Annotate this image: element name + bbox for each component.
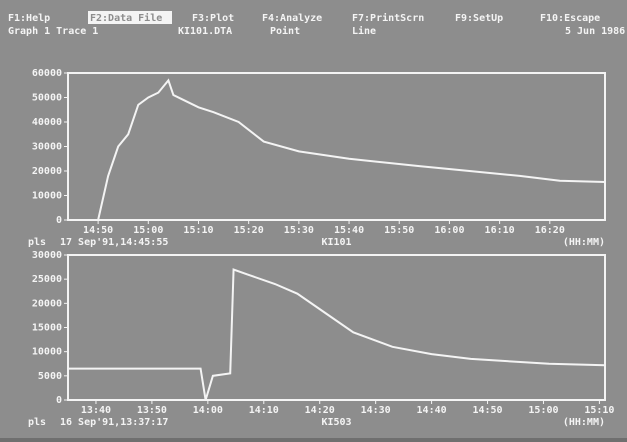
y-tick-label: 30000 — [32, 142, 62, 153]
y-tick-label: 25000 — [32, 274, 62, 285]
status-item: Graph 1 Trace 1 — [8, 26, 98, 37]
x-unit: (HH:MM) — [563, 417, 605, 428]
x-tick-label: 15:30 — [284, 225, 314, 236]
trace-line — [68, 80, 605, 220]
timestamp: 16 Sep'91,13:37:17 — [60, 417, 168, 428]
trace-line — [68, 270, 605, 401]
status-item: 5 Jun 1986 — [565, 26, 625, 37]
x-tick-label: 14:50 — [472, 405, 502, 416]
y-tick-label: 15000 — [32, 323, 62, 334]
menu-item[interactable]: F1:Help — [8, 13, 50, 24]
menu-item[interactable]: F2:Data File — [90, 12, 162, 24]
y-tick-label: 10000 — [32, 191, 62, 202]
plot-frame — [68, 255, 605, 400]
menu-item[interactable]: F10:Escape — [540, 13, 600, 24]
y-tick-label: 40000 — [32, 117, 62, 128]
y-tick-label: 20000 — [32, 166, 62, 177]
y-tick-label: 0 — [56, 395, 62, 406]
timestamp: 17 Sep'91,14:45:55 — [60, 237, 168, 248]
status-item: Point — [270, 25, 300, 37]
x-tick-label: 14:40 — [417, 405, 447, 416]
menu-item[interactable]: F4:Analyze — [262, 13, 322, 24]
x-tick-label: 15:10 — [584, 405, 614, 416]
x-tick-label: 15:20 — [234, 225, 264, 236]
crt-screen: F1:Help F2:Data File F3:Plot F4:Analyze F7:P… — [0, 0, 627, 438]
x-tick-label: 14:00 — [193, 405, 223, 416]
x-tick-label: 14:10 — [249, 405, 279, 416]
x-tick-label: 14:50 — [83, 225, 113, 236]
trace-name: KI503 — [321, 417, 351, 428]
trace-name: KI101 — [321, 237, 351, 248]
x-unit: (HH:MM) — [563, 237, 605, 248]
plot-frame — [68, 73, 605, 220]
y-tick-label: 60000 — [32, 68, 62, 79]
menu-item[interactable]: F9:SetUp — [455, 13, 503, 24]
x-tick-label: 14:30 — [361, 405, 391, 416]
x-tick-label: 16:10 — [485, 225, 515, 236]
x-tick-label: 15:50 — [384, 225, 414, 236]
x-tick-label: 13:50 — [137, 405, 167, 416]
x-tick-label: 13:40 — [81, 405, 111, 416]
x-tick-label: 15:40 — [334, 225, 364, 236]
unit-label: pls — [28, 417, 46, 428]
status-item: KI101.DTA — [178, 26, 232, 37]
menu-item[interactable]: F7:PrintScrn — [352, 12, 424, 24]
y-tick-label: 10000 — [32, 347, 62, 358]
x-tick-label: 16:00 — [434, 225, 464, 236]
y-tick-label: 50000 — [32, 93, 62, 104]
menu-item[interactable]: F3:Plot — [192, 13, 234, 24]
display: F1:Help F2:Data File F3:Plot F4:Analyze F7:P… — [0, 0, 627, 438]
y-tick-label: 5000 — [38, 371, 62, 382]
x-tick-label: 14:20 — [305, 405, 335, 416]
y-tick-label: 0 — [56, 215, 62, 226]
x-tick-label: 15:00 — [133, 225, 163, 236]
x-tick-label: 16:20 — [535, 225, 565, 236]
x-tick-label: 15:00 — [528, 405, 558, 416]
status-item: Line — [352, 25, 376, 37]
y-tick-label: 30000 — [32, 250, 62, 261]
unit-label: pls — [28, 237, 46, 248]
x-tick-label: 15:10 — [183, 225, 213, 236]
y-tick-label: 20000 — [32, 298, 62, 309]
